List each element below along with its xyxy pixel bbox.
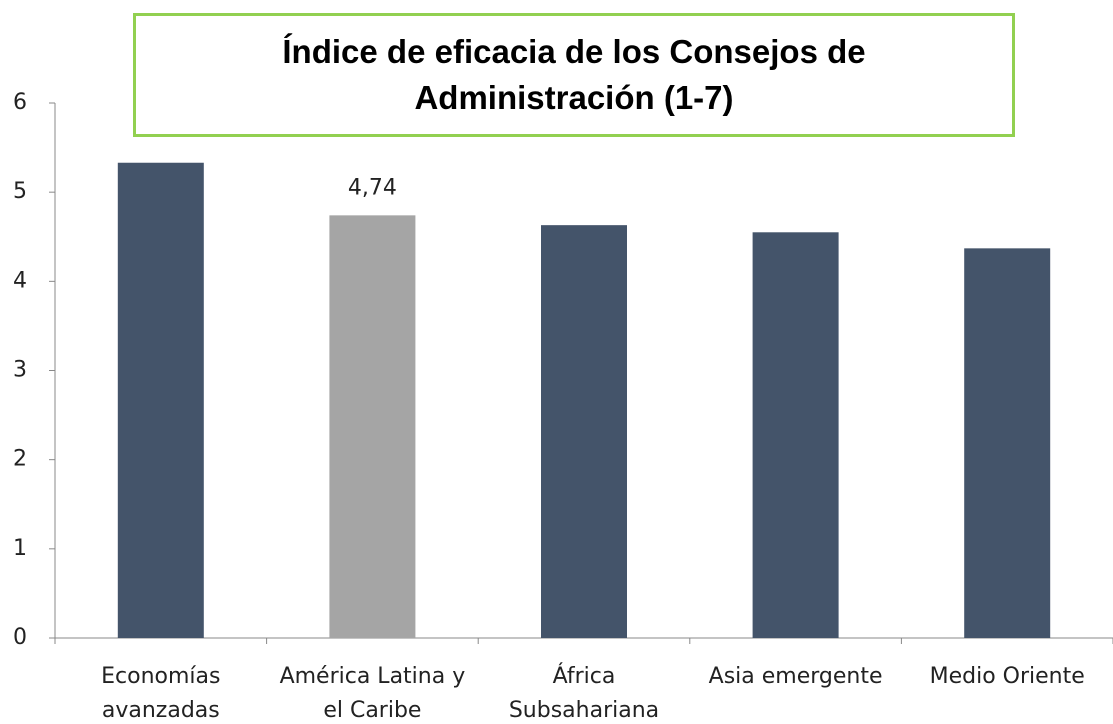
- x-tick-label: África: [553, 663, 616, 689]
- y-tick-label: 4: [13, 268, 27, 293]
- y-tick-label: 2: [13, 447, 27, 472]
- x-tick-label: Medio Oriente: [930, 664, 1085, 689]
- bar: [117, 162, 204, 638]
- y-tick-label: 0: [13, 625, 27, 650]
- bar: [752, 232, 839, 638]
- chart-title: Índice de eficacia de los Consejos de Ad…: [282, 33, 866, 116]
- x-tick-label: el Caribe: [323, 698, 421, 723]
- x-tick-label: avanzadas: [102, 698, 220, 723]
- bar: [964, 248, 1051, 638]
- x-tick-label: Asia emergente: [709, 664, 883, 689]
- bar: [329, 215, 416, 638]
- x-tick-label: Subsahariana: [509, 698, 659, 723]
- x-tick-label: América Latina y: [280, 664, 466, 689]
- y-tick-label: 3: [13, 358, 27, 383]
- bar: [541, 225, 627, 639]
- data-label: 4,74: [348, 175, 397, 200]
- title-box: Índice de eficacia de los Consejos de Ad…: [133, 13, 1015, 137]
- x-tick-label: Economías: [101, 664, 220, 689]
- y-tick-label: 6: [13, 90, 27, 115]
- y-tick-label: 1: [13, 536, 27, 561]
- y-tick-label: 5: [13, 179, 27, 204]
